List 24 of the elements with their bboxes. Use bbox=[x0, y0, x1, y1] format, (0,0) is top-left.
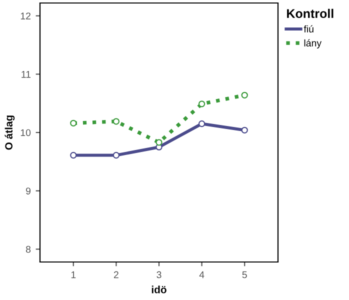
y-tick-label: 9 bbox=[26, 188, 31, 194]
legend-label: lány bbox=[304, 39, 322, 48]
point bbox=[198, 120, 206, 128]
legend-label: fiú bbox=[304, 25, 314, 32]
legend-title: Kontroll bbox=[287, 8, 334, 18]
point bbox=[70, 120, 77, 126]
y-tick-label: 11 bbox=[22, 71, 30, 78]
x-tick-label: 2 bbox=[114, 271, 118, 278]
y-axis-title: O átlag bbox=[4, 116, 15, 150]
x-tick-label: 3 bbox=[156, 271, 162, 278]
y-tick-label: 8 bbox=[26, 246, 31, 253]
point bbox=[112, 152, 120, 159]
point bbox=[112, 118, 120, 125]
x-tick-label: 1 bbox=[71, 271, 76, 278]
point bbox=[156, 139, 162, 146]
point bbox=[70, 152, 77, 159]
point bbox=[241, 126, 248, 134]
point bbox=[198, 100, 206, 108]
x-axis-title: idö bbox=[152, 286, 166, 294]
point bbox=[241, 92, 248, 98]
x-tick-label: 4 bbox=[199, 271, 204, 278]
y-tick-label: 10 bbox=[20, 129, 31, 136]
x-tick-label: 5 bbox=[242, 271, 247, 278]
y-tick-label: 12 bbox=[20, 12, 30, 20]
